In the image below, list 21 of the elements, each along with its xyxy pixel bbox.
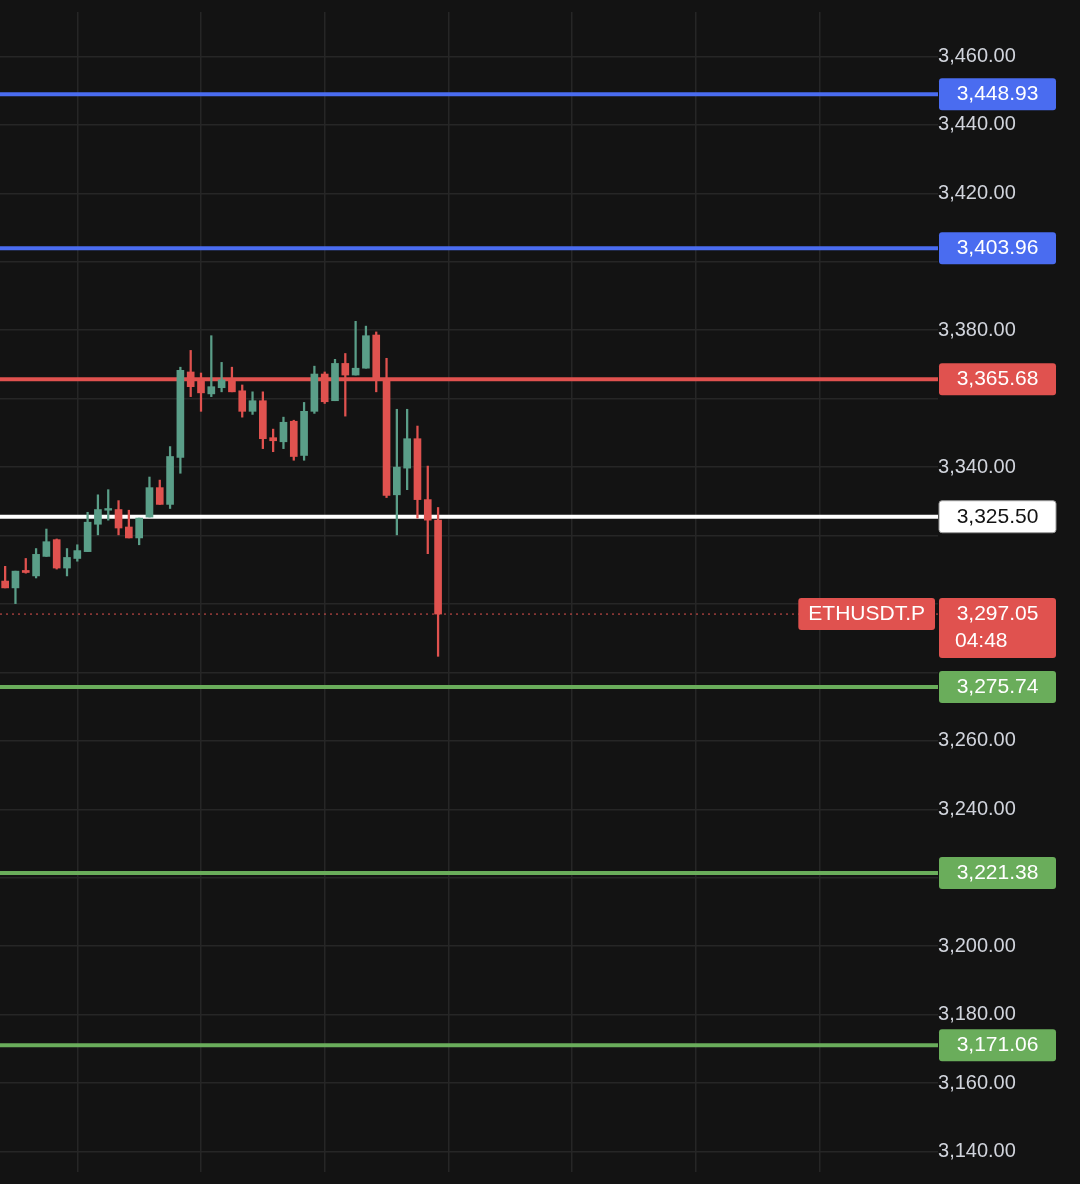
ref-line-label: 3,403.96: [956, 235, 1039, 259]
y-tick-label: 3,460.00: [938, 44, 1016, 66]
y-tick-label: 3,160.00: [938, 1070, 1016, 1093]
y-tick-label: 3,440.00: [938, 112, 1016, 135]
y-tick-label: 3,260.00: [938, 728, 1016, 751]
y-tick-label: 3,140.00: [938, 1138, 1016, 1161]
ref-line-label: 3,297.05: [956, 600, 1039, 624]
text: 04:48: [955, 627, 1008, 651]
ref-line-label: 3,448.93: [956, 81, 1039, 105]
ref-line-label: 3,365.68: [956, 366, 1039, 390]
ref-line-label: 3,275.74: [956, 673, 1039, 697]
ref-line-label: 3,171.06: [956, 1031, 1039, 1055]
ref-line-label: 3,221.38: [956, 859, 1039, 883]
annotation: ETHUSDT.P: [808, 600, 925, 624]
ref-line-label: 3,325.50: [956, 503, 1039, 527]
y-tick-label: 3,200.00: [938, 933, 1016, 956]
y-tick-label: 3,420.00: [938, 180, 1016, 203]
y-tick-label: 3,180.00: [938, 1002, 1016, 1025]
y-tick-label: 3,380.00: [938, 317, 1016, 340]
y-tick-label: 3,240.00: [938, 796, 1016, 819]
y-tick-label: 3,340.00: [938, 454, 1016, 477]
